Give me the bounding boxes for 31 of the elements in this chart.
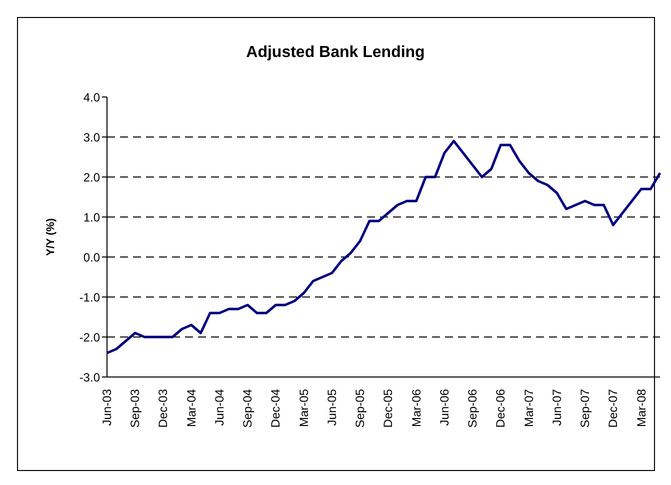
x-tick-label: Mar-04 xyxy=(184,388,198,428)
x-tick-label: Dec-05 xyxy=(381,388,396,428)
chart-title: Adjusted Bank Lending xyxy=(245,44,426,62)
x-tick-label: Jun-04 xyxy=(212,388,226,426)
x-tick-label: Mar-05 xyxy=(296,388,311,428)
x-tick-label: Sep-07 xyxy=(578,388,592,428)
y-tick-label: 1.0 xyxy=(83,210,100,224)
y-tick-label: 2.0 xyxy=(83,170,100,184)
x-tick-label: Jun-07 xyxy=(550,388,564,426)
x-tick-label: Mar-08 xyxy=(634,388,648,428)
x-tick-label: Jun-05 xyxy=(324,388,339,426)
x-tick-label: Mar-07 xyxy=(522,388,536,428)
x-tick-label: Jun-03 xyxy=(100,388,114,426)
y-tick-label: -1.0 xyxy=(79,290,100,304)
y-tick-label: -2.0 xyxy=(79,330,100,344)
x-tick-label: Dec-04 xyxy=(268,388,283,428)
x-tick-label: Dec-03 xyxy=(156,388,170,428)
x-tick-label: Sep-06 xyxy=(466,388,480,428)
y-tick-label: 4.0 xyxy=(83,90,100,104)
line-series xyxy=(106,140,662,354)
y-tick-label: 3.0 xyxy=(83,130,100,144)
x-tick-label: Sep-04 xyxy=(240,388,255,428)
y-tick-label: -3.0 xyxy=(79,370,100,384)
x-tick-label: Sep-05 xyxy=(353,388,368,428)
x-tick-label: Dec-06 xyxy=(494,388,508,428)
x-tick-label: Mar-06 xyxy=(409,388,424,428)
x-tick-label: Dec-07 xyxy=(606,388,620,428)
x-tick-label: Sep-03 xyxy=(128,388,142,428)
y-axis-title: Y/Y (%) xyxy=(44,218,57,256)
x-tick-label: Jun-06 xyxy=(437,388,452,426)
y-tick-label: 0.0 xyxy=(83,250,100,264)
